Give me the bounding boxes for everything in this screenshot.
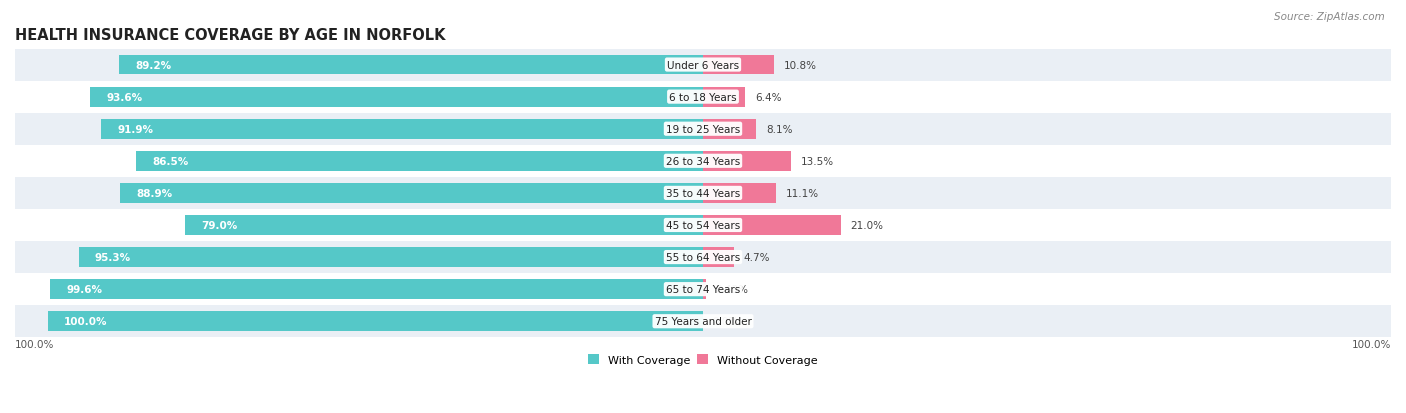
Text: 86.5%: 86.5% [153, 157, 188, 166]
Text: 75 Years and older: 75 Years and older [655, 316, 751, 326]
Text: 93.6%: 93.6% [105, 93, 142, 102]
Text: 35 to 44 Years: 35 to 44 Years [666, 188, 740, 198]
Bar [15, 209, 1391, 242]
Text: 65 to 74 Years: 65 to 74 Years [666, 285, 740, 294]
Text: 6 to 18 Years: 6 to 18 Years [669, 93, 737, 102]
Bar [703, 88, 745, 107]
Bar [186, 216, 703, 235]
Text: 100.0%: 100.0% [1351, 339, 1391, 349]
Text: 88.9%: 88.9% [136, 188, 173, 198]
Text: 19 to 25 Years: 19 to 25 Years [666, 124, 740, 134]
Bar [90, 88, 703, 107]
Legend: With Coverage, Without Coverage: With Coverage, Without Coverage [583, 350, 823, 369]
Text: 91.9%: 91.9% [117, 124, 153, 134]
Bar [703, 55, 773, 75]
Bar [703, 216, 841, 235]
Text: 10.8%: 10.8% [783, 60, 817, 70]
Bar [51, 280, 703, 299]
Bar [15, 273, 1391, 306]
Bar [703, 247, 734, 267]
Text: 8.1%: 8.1% [766, 124, 793, 134]
Bar [703, 280, 706, 299]
Text: HEALTH INSURANCE COVERAGE BY AGE IN NORFOLK: HEALTH INSURANCE COVERAGE BY AGE IN NORF… [15, 28, 446, 43]
Bar [703, 119, 756, 139]
Text: Source: ZipAtlas.com: Source: ZipAtlas.com [1274, 12, 1385, 22]
Bar [15, 145, 1391, 178]
Bar [121, 183, 703, 203]
Text: 100.0%: 100.0% [15, 339, 55, 349]
Text: 45 to 54 Years: 45 to 54 Years [666, 221, 740, 230]
Text: 55 to 64 Years: 55 to 64 Years [666, 252, 740, 262]
Text: 79.0%: 79.0% [201, 221, 238, 230]
Bar [15, 81, 1391, 114]
Text: 21.0%: 21.0% [851, 221, 883, 230]
Text: 99.6%: 99.6% [66, 285, 103, 294]
Text: 100.0%: 100.0% [65, 316, 108, 326]
Text: 26 to 34 Years: 26 to 34 Years [666, 157, 740, 166]
Text: 13.5%: 13.5% [801, 157, 834, 166]
Text: 89.2%: 89.2% [135, 60, 172, 70]
Bar [101, 119, 703, 139]
Bar [79, 247, 703, 267]
Text: Under 6 Years: Under 6 Years [666, 60, 740, 70]
Bar [15, 114, 1391, 145]
Bar [15, 242, 1391, 273]
Text: 95.3%: 95.3% [96, 252, 131, 262]
Bar [703, 183, 776, 203]
Bar [15, 306, 1391, 337]
Bar [703, 152, 792, 171]
Bar [118, 55, 703, 75]
Text: 11.1%: 11.1% [786, 188, 818, 198]
Bar [15, 178, 1391, 209]
Bar [15, 50, 1391, 81]
Text: 6.4%: 6.4% [755, 93, 782, 102]
Text: 0.0%: 0.0% [713, 316, 740, 326]
Text: 0.43%: 0.43% [716, 285, 748, 294]
Bar [136, 152, 703, 171]
Text: 4.7%: 4.7% [744, 252, 770, 262]
Bar [48, 311, 703, 331]
